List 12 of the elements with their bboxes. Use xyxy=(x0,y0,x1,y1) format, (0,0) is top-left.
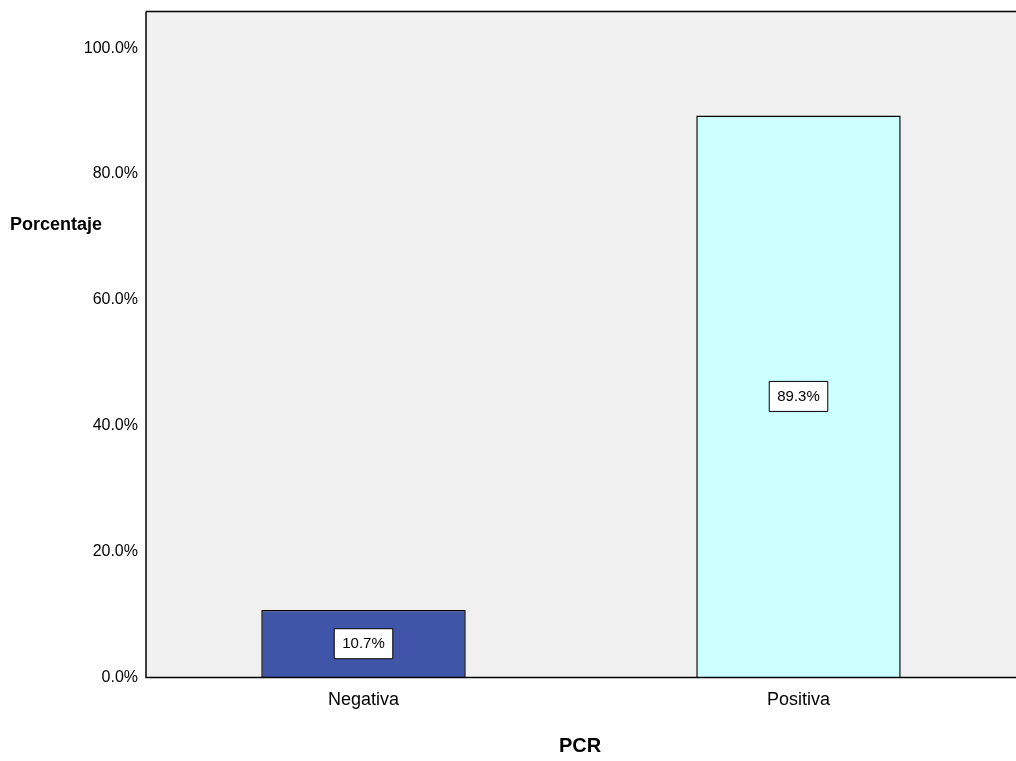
y-tick-label: 100.0% xyxy=(83,38,138,56)
y-tick-label: 40.0% xyxy=(92,416,138,434)
x-tick-label: Positiva xyxy=(766,689,831,710)
x-axis-title: PCR xyxy=(558,733,602,756)
y-tick-label: 0.0% xyxy=(101,667,138,685)
y-tick-label: 80.0% xyxy=(92,164,138,182)
data-label: 89.3% xyxy=(777,386,820,404)
y-tick-label: 20.0% xyxy=(92,541,138,559)
y-tick-label: 60.0% xyxy=(92,290,138,308)
y-axis-title: Porcentaje xyxy=(10,213,103,234)
x-tick-label: Negativa xyxy=(327,689,401,710)
data-label: 10.7% xyxy=(342,633,385,651)
